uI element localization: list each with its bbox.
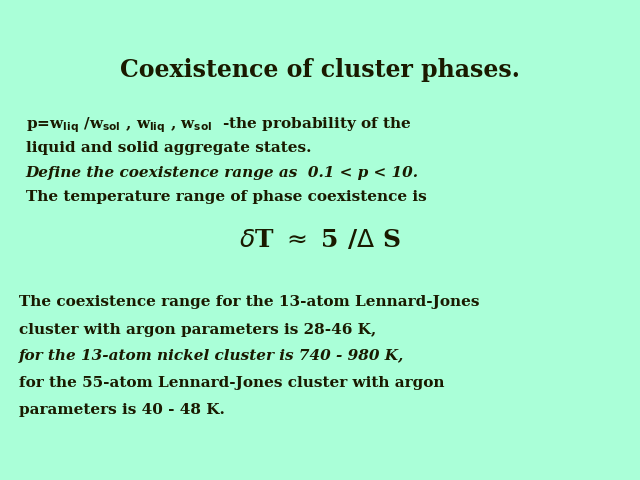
Text: Coexistence of cluster phases.: Coexistence of cluster phases. [120,58,520,82]
Text: p=w$_{\mathbf{liq}}$ /w$_{\mathbf{sol}}$ , w$_{\mathbf{liq}}$ , w$_{\mathbf{sol}: p=w$_{\mathbf{liq}}$ /w$_{\mathbf{sol}}$… [26,115,412,135]
Text: for the 13-atom nickel cluster is 740 - 980 K,: for the 13-atom nickel cluster is 740 - … [19,349,404,363]
Text: Define the coexistence range as  0.1 < p < 10.: Define the coexistence range as 0.1 < p … [26,166,419,180]
Text: The temperature range of phase coexistence is: The temperature range of phase coexisten… [26,190,426,204]
Text: liquid and solid aggregate states.: liquid and solid aggregate states. [26,141,311,155]
Text: parameters is 40 - 48 K.: parameters is 40 - 48 K. [19,403,225,417]
Text: for the 55-atom Lennard-Jones cluster with argon: for the 55-atom Lennard-Jones cluster wi… [19,376,445,390]
Text: The coexistence range for the 13-atom Lennard-Jones: The coexistence range for the 13-atom Le… [19,295,480,309]
Text: cluster with argon parameters is 28-46 K,: cluster with argon parameters is 28-46 K… [19,323,376,336]
Text: $\delta$T $\approx$ 5 /$\Delta$ S: $\delta$T $\approx$ 5 /$\Delta$ S [239,228,401,252]
